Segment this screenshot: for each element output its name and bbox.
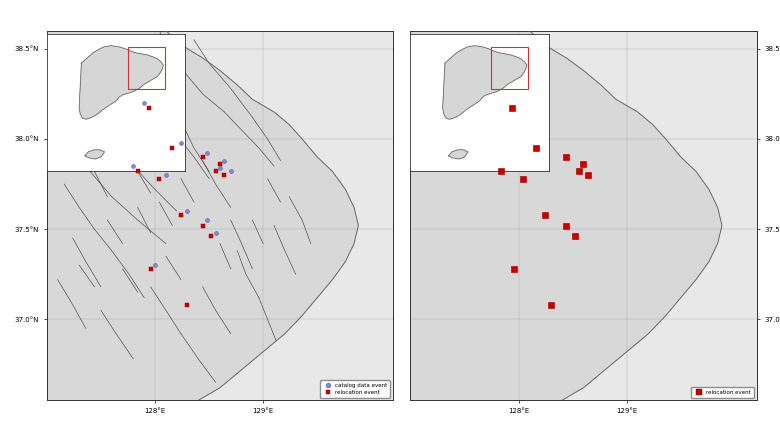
Point bbox=[560, 222, 573, 229]
Point bbox=[569, 233, 581, 240]
Point bbox=[544, 301, 557, 308]
Point bbox=[225, 168, 237, 175]
Point bbox=[516, 175, 529, 182]
Point bbox=[577, 161, 590, 168]
Point bbox=[560, 154, 573, 161]
Point bbox=[132, 168, 144, 175]
Point bbox=[205, 233, 218, 240]
Point bbox=[153, 175, 165, 182]
Point bbox=[160, 172, 172, 179]
Point bbox=[573, 168, 586, 175]
Point bbox=[495, 168, 508, 175]
Point bbox=[175, 139, 187, 146]
Point bbox=[142, 105, 154, 112]
Point bbox=[209, 168, 222, 175]
Point bbox=[214, 161, 226, 168]
Point bbox=[505, 105, 518, 112]
Point bbox=[144, 265, 157, 272]
Point bbox=[582, 172, 594, 179]
Point bbox=[508, 265, 520, 272]
Legend: catalog data event, relocation event: catalog data event, relocation event bbox=[320, 381, 390, 398]
Point bbox=[544, 301, 557, 308]
Point bbox=[495, 168, 508, 175]
Point bbox=[569, 233, 581, 240]
Point bbox=[530, 144, 542, 151]
Legend: relocation event: relocation event bbox=[691, 387, 753, 398]
Point bbox=[582, 172, 594, 179]
Point bbox=[218, 172, 231, 179]
Point bbox=[127, 162, 140, 169]
Point bbox=[197, 154, 209, 161]
Polygon shape bbox=[410, 31, 757, 400]
Point bbox=[138, 99, 151, 106]
Point bbox=[181, 208, 193, 215]
Point bbox=[573, 168, 586, 175]
Point bbox=[197, 222, 209, 229]
Point bbox=[209, 229, 222, 236]
Point bbox=[218, 157, 231, 164]
Point bbox=[577, 161, 590, 168]
Point bbox=[505, 105, 518, 112]
Point bbox=[149, 262, 161, 269]
Point bbox=[560, 154, 573, 161]
Point bbox=[214, 164, 226, 171]
Point bbox=[508, 265, 520, 272]
Point bbox=[181, 301, 193, 308]
Point bbox=[560, 222, 573, 229]
Point bbox=[166, 144, 179, 151]
Point bbox=[200, 216, 213, 224]
Point bbox=[175, 211, 187, 218]
Point bbox=[538, 211, 551, 218]
Point bbox=[530, 144, 542, 151]
Polygon shape bbox=[47, 31, 393, 400]
Point bbox=[516, 175, 529, 182]
Point bbox=[200, 150, 213, 157]
Point bbox=[538, 211, 551, 218]
